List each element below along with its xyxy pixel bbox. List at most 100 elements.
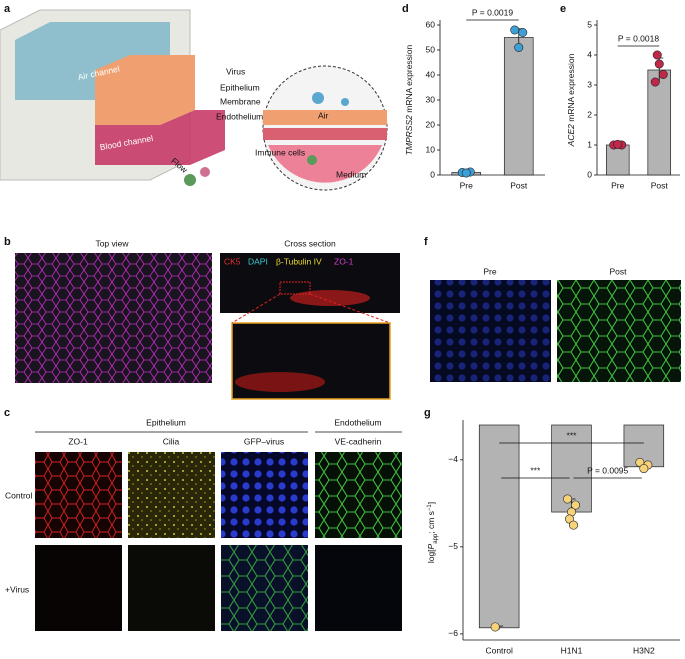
x-tick-label: Pre (611, 180, 625, 190)
inset-medium (268, 145, 382, 183)
panel-label: b (4, 236, 11, 248)
y-tick-label: 1 (587, 139, 592, 149)
microscopy-image (128, 452, 215, 538)
x-tick-label: H3N2 (633, 645, 655, 655)
panel-label: e (560, 3, 566, 15)
microscopy-image (35, 545, 122, 631)
data-point (570, 500, 580, 510)
x-tick-label: Post (651, 180, 669, 190)
y-tick-label: 2 (587, 109, 592, 119)
panel-label: c (4, 407, 10, 419)
bar (605, 144, 630, 176)
row-title: Control (5, 490, 33, 500)
panel-label: d (402, 3, 409, 15)
blood-channel-shape (95, 110, 225, 165)
microscopy-image (221, 452, 308, 538)
chip-diagram: Virus Air channel Epithelium Membrane En… (0, 9, 388, 191)
data-point (652, 50, 662, 60)
stain-label: β-Tubulin IV (276, 256, 322, 266)
diagram-label: Epithelium (220, 82, 260, 92)
microscopy-image (315, 545, 402, 631)
y-axis-label: log[Papp; cm s−1] (426, 502, 438, 563)
microscopy-image (15, 253, 212, 383)
microscopy-feature (290, 290, 370, 306)
y-axis-label-part: ACE2 (566, 124, 576, 147)
data-point (490, 622, 500, 632)
y-axis-label-part: P (426, 543, 436, 549)
bar (647, 69, 672, 176)
column-title: GFP–virus (244, 436, 284, 446)
bar (503, 37, 534, 176)
diagram-label: Endothelium (216, 111, 263, 121)
y-tick-label: −5 (448, 541, 458, 551)
data-point (461, 168, 471, 178)
y-axis-label-part: log[ (426, 549, 436, 563)
diagram-label: Air (318, 110, 329, 120)
data-point (658, 70, 668, 80)
significance-label: P = 0.0018 (618, 33, 659, 43)
inset-endothelium (263, 128, 387, 140)
y-tick-label: −4 (448, 454, 458, 464)
immune-cell (307, 155, 317, 165)
column-title: Cilia (163, 436, 180, 446)
data-point (518, 27, 528, 37)
image-grid (35, 452, 402, 631)
y-tick-label: 60 (426, 19, 436, 29)
microscopy-image (557, 280, 681, 382)
diagram-label: Immune cells (255, 147, 305, 157)
bar (623, 424, 665, 468)
y-axis-label-part: ] (426, 502, 436, 504)
epithelium-shape (95, 55, 195, 125)
row-title: +Virus (5, 584, 29, 594)
image-title: Pre (483, 266, 497, 276)
zoom-line (309, 293, 391, 324)
data-point (514, 42, 524, 52)
data-point (568, 520, 578, 530)
diagram-label: Medium (336, 169, 366, 179)
y-axis-label: ACE2 mRNA expression (566, 53, 576, 147)
column-title: ZO-1 (68, 436, 88, 446)
y-axis-label-part: ; cm s (426, 511, 436, 534)
image-title: Post (609, 266, 627, 276)
data-point (613, 139, 623, 149)
x-tick-label: Post (510, 180, 528, 190)
y-axis-label-part: mRNA expression (404, 44, 414, 115)
significance-label: *** (567, 430, 578, 440)
y-axis-label: TMPRSS2 mRNA expression (404, 44, 414, 155)
panel-label: g (424, 407, 431, 419)
column-title: VE-cadherin (335, 436, 382, 446)
y-tick-label: 3 (587, 79, 592, 89)
microscopy-image (35, 452, 122, 538)
zoom-box (279, 281, 311, 295)
stain-label: CK5 (224, 256, 241, 266)
y-tick-label: 5 (587, 19, 592, 29)
stain-label: DAPI (248, 256, 268, 266)
inset-epithelium (263, 110, 387, 125)
image-title: Cross section (284, 238, 336, 248)
y-tick-label: 50 (426, 44, 436, 54)
y-axis-label-part: app (433, 533, 439, 544)
image-title: Top view (95, 238, 129, 248)
microscopy-image (430, 280, 551, 382)
immune-cell (200, 167, 210, 177)
significance-label: P = 0.0019 (472, 7, 513, 17)
microscopy-image (315, 452, 402, 538)
y-tick-label: 0 (430, 169, 435, 179)
data-point (510, 25, 520, 35)
x-tick-label: H1N1 (561, 645, 583, 655)
significance-label: P = 0.0095 (587, 465, 628, 475)
y-tick-label: 40 (426, 69, 436, 79)
y-axis-label-part: mRNA expression (566, 53, 576, 124)
diagram-label: Membrane (220, 96, 261, 106)
y-tick-label: −6 (448, 628, 458, 638)
y-tick-label: 4 (587, 49, 592, 59)
data-point (650, 77, 660, 87)
panel-label: f (424, 236, 428, 248)
y-tick-label: 10 (426, 144, 436, 154)
panel-label: a (4, 3, 11, 15)
y-axis-label-part: TMPRSS2 (404, 115, 414, 155)
group-title: Endothelium (334, 417, 381, 427)
microscopy-feature (235, 372, 325, 392)
virus-particle (312, 92, 324, 104)
data-point (639, 464, 649, 474)
